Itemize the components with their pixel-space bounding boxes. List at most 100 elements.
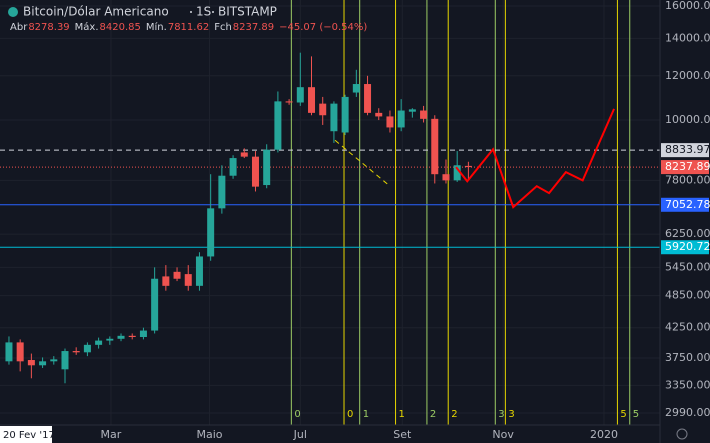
candle-body xyxy=(72,351,80,353)
candle-body xyxy=(274,101,282,150)
candle-body xyxy=(352,84,360,93)
candle-body xyxy=(420,110,428,119)
candle-body xyxy=(195,256,203,286)
separator xyxy=(190,11,192,13)
x-tick-label: Set xyxy=(393,428,412,441)
candle-body xyxy=(117,335,125,339)
y-tick-label: 5450.00 xyxy=(665,260,710,273)
candle-body xyxy=(5,342,13,362)
candle-body xyxy=(16,342,24,362)
price-label-box xyxy=(661,143,709,158)
vertical-line-label: 0 xyxy=(294,409,300,420)
crosshair-icon[interactable] xyxy=(676,428,688,440)
candle-body xyxy=(218,175,226,209)
candle-body xyxy=(106,338,114,341)
candle-body xyxy=(263,149,271,186)
candle-body xyxy=(285,101,293,103)
candle-body xyxy=(50,359,58,362)
candle-body xyxy=(397,110,405,128)
candle-body xyxy=(151,278,159,331)
y-tick-label: 12000.00 xyxy=(665,69,710,82)
candle-body xyxy=(341,96,349,133)
vertical-line-label: 3 xyxy=(498,409,504,420)
price-label: 5920.72 xyxy=(665,240,710,253)
y-tick-label: 3350.00 xyxy=(665,378,710,391)
ohlc-value: 8278.39 xyxy=(28,22,69,33)
grid xyxy=(0,0,660,425)
x-tick-label: Mar xyxy=(101,428,122,441)
candle-body xyxy=(162,276,170,286)
ohlc-label: Máx. xyxy=(75,21,99,33)
ohlc-value: 7811.62 xyxy=(168,22,209,33)
y-tick-label: 6250.00 xyxy=(665,227,710,240)
legend-header: Bitcoin/Dólar Americano 1S BITSTAMP Abr 8… xyxy=(8,5,367,33)
ohlc-change: −45.07 (−0.54%) xyxy=(279,22,367,33)
vertical-line-label: 0 xyxy=(347,409,353,420)
x-tick-label: Jul xyxy=(293,428,307,441)
y-tick-label: 16000.00 xyxy=(665,0,710,12)
candle-body xyxy=(251,156,259,187)
ohlc-label: Mín. xyxy=(146,21,167,33)
candle-body xyxy=(27,360,35,366)
candle-body xyxy=(128,335,136,338)
vertical-line-label: 1 xyxy=(399,409,405,420)
x-tick-label: Maio xyxy=(197,428,223,441)
interval: 1S xyxy=(196,5,211,19)
price-label: 8833.97 xyxy=(665,143,710,156)
vertical-line-label: 3 xyxy=(508,409,514,420)
trend-line xyxy=(455,108,615,209)
price-label-box xyxy=(661,197,709,212)
candle-body xyxy=(184,274,192,286)
candle-body xyxy=(453,165,461,181)
x-tick-label: 2020 xyxy=(590,428,618,441)
candle-body xyxy=(296,87,304,103)
candle-body xyxy=(229,158,237,176)
status-dot xyxy=(8,7,18,17)
trend-line xyxy=(334,139,391,187)
vertical-line-label: 2 xyxy=(451,409,457,420)
candle-body xyxy=(308,87,316,113)
x-tick-label: Nov xyxy=(492,428,514,441)
candle-body xyxy=(95,340,103,345)
candle-body xyxy=(83,344,91,353)
symbol: Bitcoin/Dólar Americano xyxy=(23,5,169,19)
candle-body xyxy=(375,112,383,117)
candle-body xyxy=(173,271,181,279)
ohlc-label: Fch xyxy=(214,22,232,33)
exchange: BITSTAMP xyxy=(218,5,277,19)
vertical-line-label: 2 xyxy=(430,409,436,420)
vertical-line-label: 1 xyxy=(363,409,369,420)
y-tick-label: 3750.00 xyxy=(665,351,710,364)
price-label: 7052.78 xyxy=(665,198,710,211)
ohlc-label: Abr xyxy=(10,22,28,33)
y-tick-label: 10000.00 xyxy=(665,113,710,126)
candle-body xyxy=(408,109,416,112)
candle-body xyxy=(61,351,69,370)
vertical-line-label: 5 xyxy=(620,409,626,420)
candle-body xyxy=(431,118,439,175)
candle-body xyxy=(442,174,450,181)
ohlc-value: 8420.85 xyxy=(100,22,141,33)
vertical-line-label: 5 xyxy=(633,409,639,420)
price-label-box xyxy=(661,160,709,175)
candle-body xyxy=(386,116,394,128)
candle-body xyxy=(207,208,215,257)
y-tick-label: 7800.00 xyxy=(665,173,710,186)
crosshair-label-box xyxy=(0,426,52,443)
candle-body xyxy=(139,330,147,338)
price-label: 8237.89 xyxy=(665,160,710,173)
candle-body xyxy=(39,361,47,366)
candle-body xyxy=(330,103,338,132)
candle-body xyxy=(464,165,472,168)
y-tick-label: 2990.00 xyxy=(665,406,710,419)
ohlc-value: 8237.89 xyxy=(233,22,274,33)
candle-body xyxy=(319,103,327,116)
y-tick-label: 4250.00 xyxy=(665,321,710,334)
plot: 0 1 2 3 50 1 2 3 5 xyxy=(0,0,660,425)
crosshair-label: 20 Fev '17 xyxy=(3,430,55,441)
y-tick-label: 14000.00 xyxy=(665,31,710,44)
candle-body xyxy=(240,152,248,157)
